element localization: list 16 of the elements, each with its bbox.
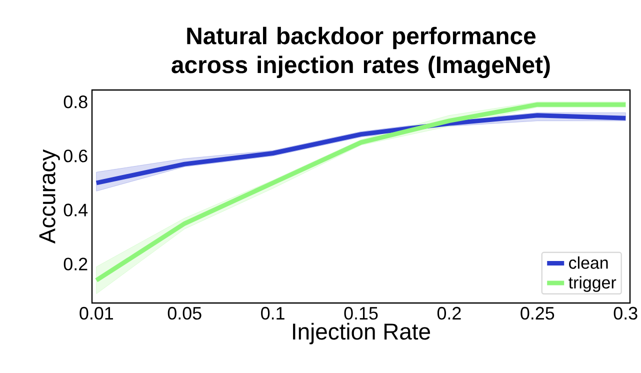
x-tick-label: 0.3 [614, 306, 638, 320]
x-tick-label: 0.1 [261, 306, 284, 320]
y-tick-label: 0.8 [64, 96, 88, 108]
x-tick-label: 0.15 [344, 306, 378, 320]
x-axis-title: Injection Rate [293, 322, 430, 344]
x-tick-label: 0.2 [437, 306, 461, 320]
chart-title: Natural backdoor performance across injection rates (ImageNet) [172, 26, 550, 78]
y-tick-label: 0.6 [64, 150, 88, 162]
y-axis-title: Accuracy [39, 149, 60, 244]
x-tick-label: 0.25 [520, 306, 554, 320]
legend-label: trigger [568, 276, 616, 292]
x-tick-label: 0.01 [80, 306, 113, 320]
x-tick-label: 0.05 [168, 306, 202, 320]
y-tick-label: 0.2 [64, 258, 88, 270]
y-tick-label: 0.4 [64, 204, 88, 216]
legend-label: clean [569, 256, 608, 269]
